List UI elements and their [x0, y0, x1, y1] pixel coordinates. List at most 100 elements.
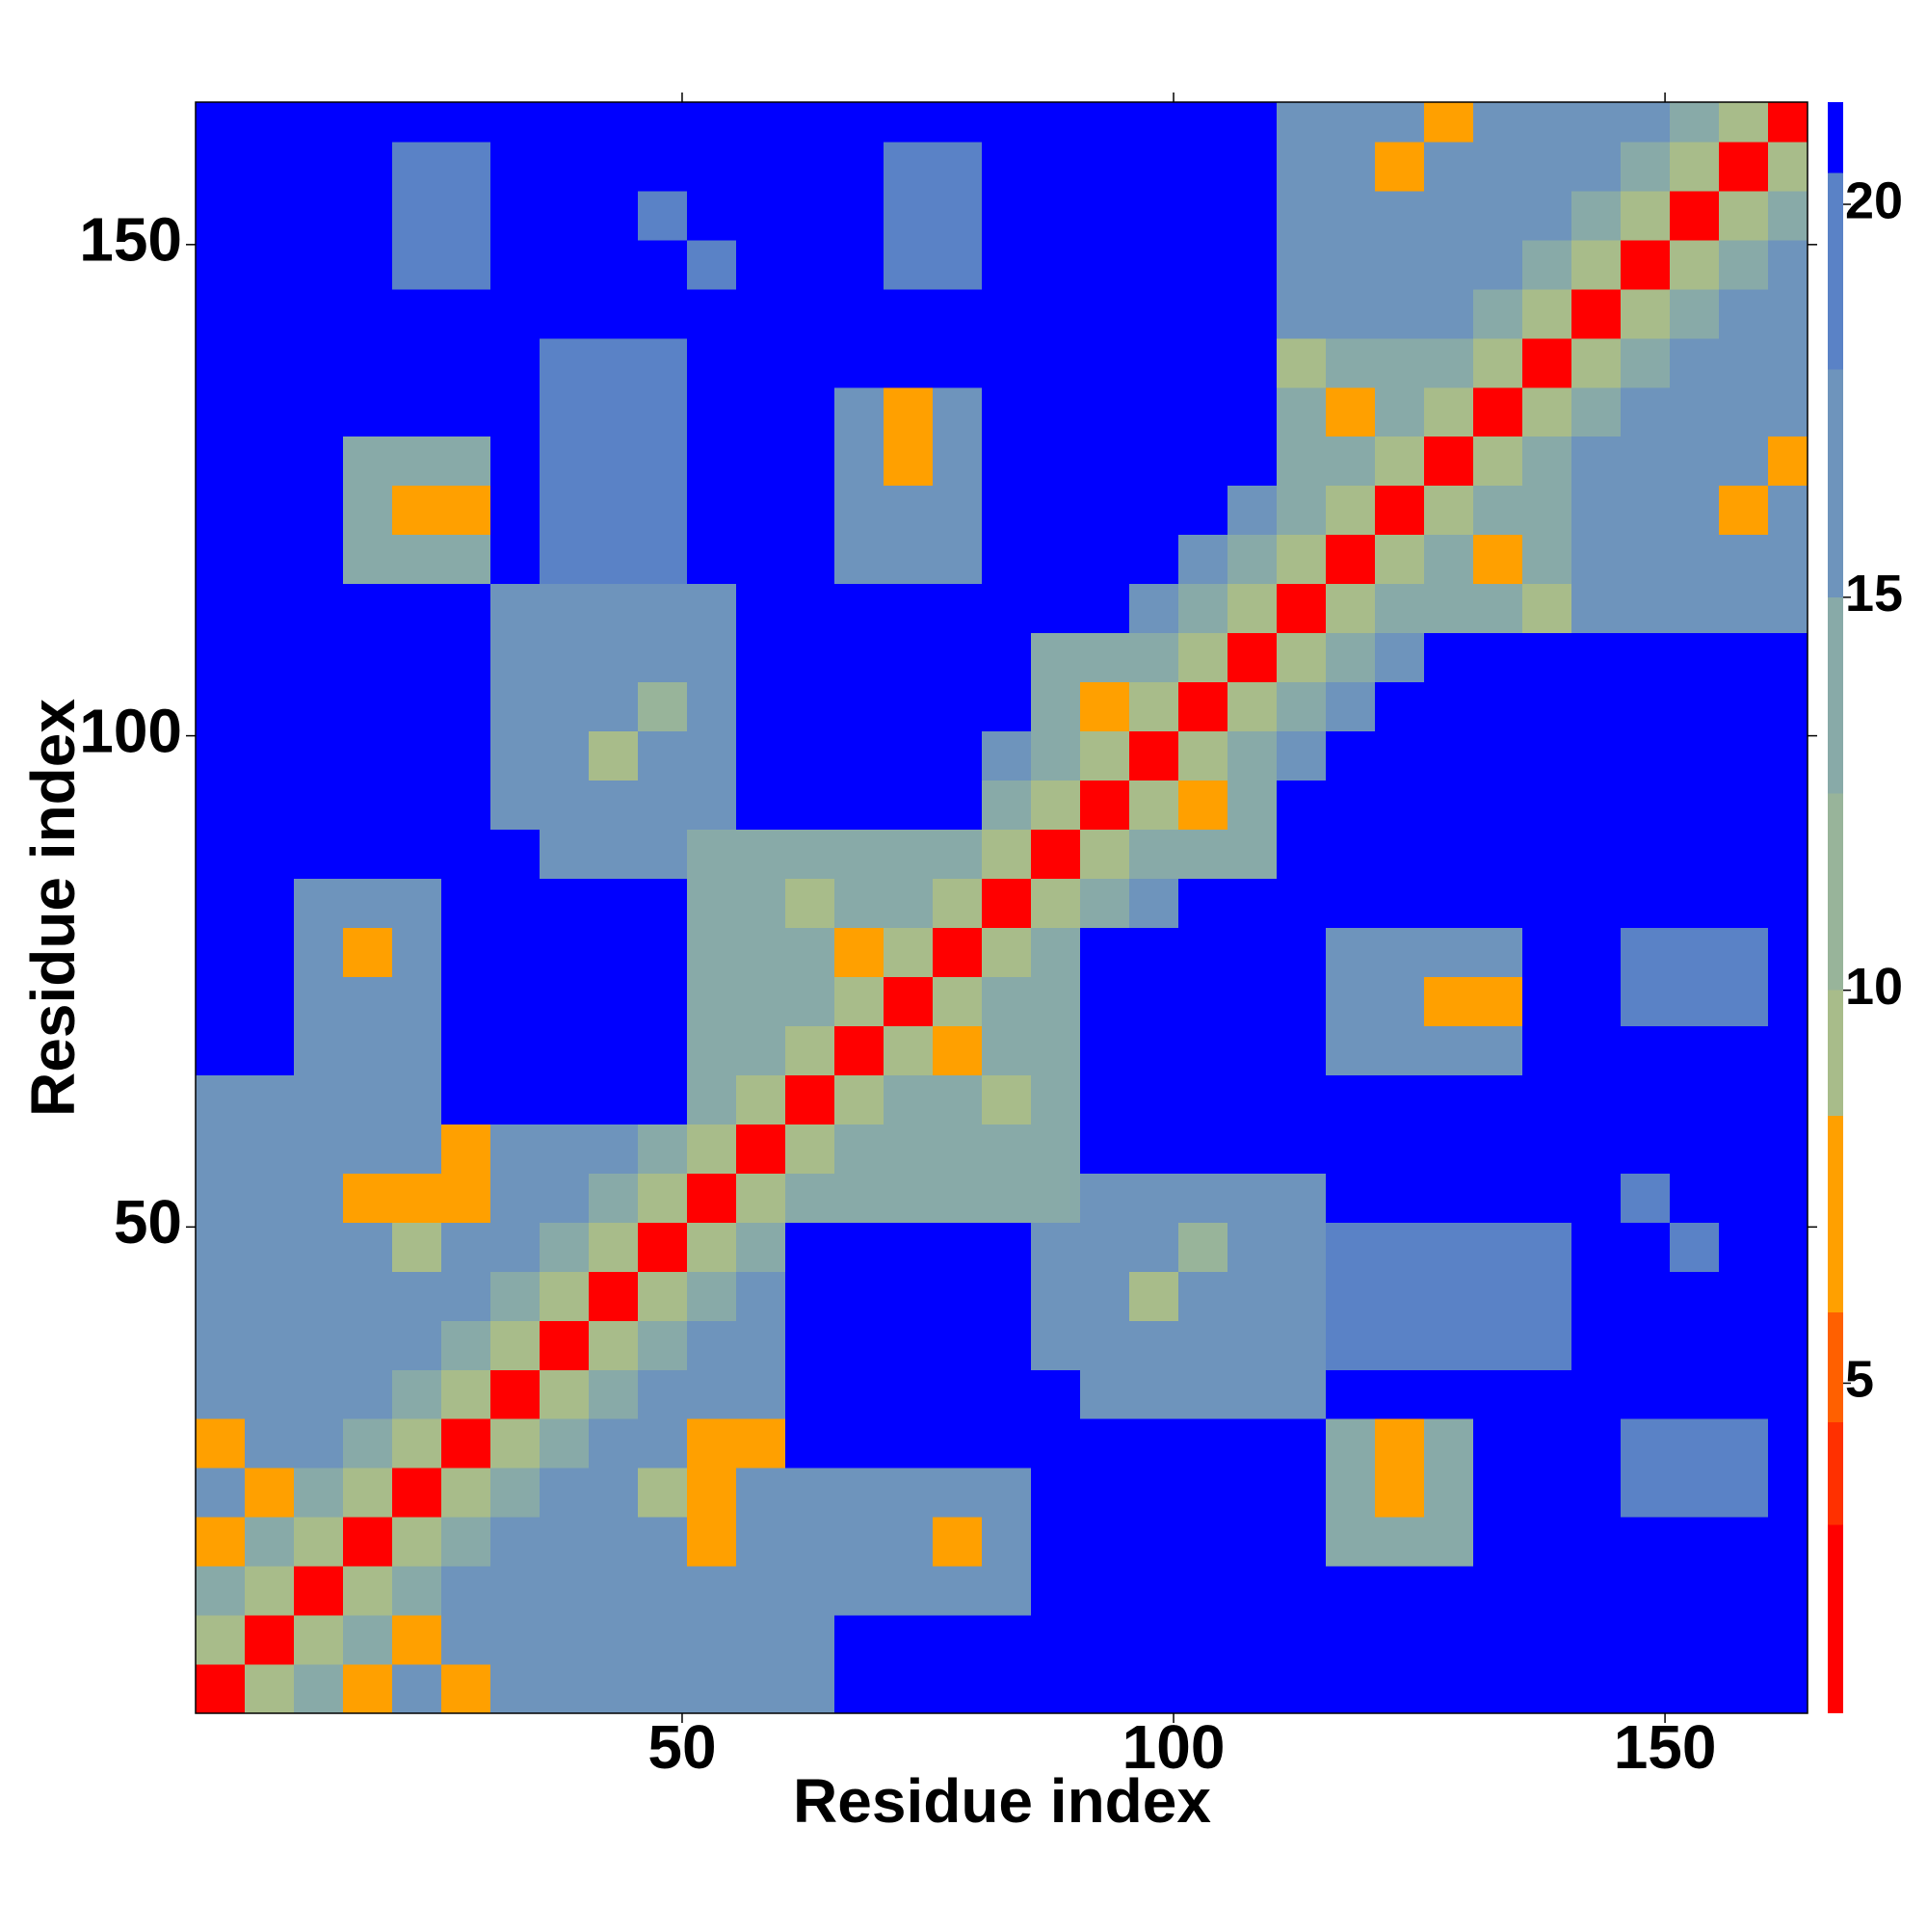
- heatmap-cell: [736, 976, 786, 1026]
- heatmap-cell: [982, 632, 1032, 683]
- heatmap-cell: [490, 534, 541, 585]
- heatmap-cell: [1277, 1222, 1327, 1272]
- heatmap-cell: [294, 1369, 344, 1419]
- heatmap-cell: [1031, 1271, 1081, 1321]
- heatmap-cell: [1178, 190, 1228, 241]
- heatmap-cell: [1473, 102, 1523, 143]
- heatmap-cell: [687, 1124, 737, 1174]
- heatmap-cell: [1129, 1173, 1179, 1223]
- heatmap-cell: [1424, 1320, 1474, 1370]
- heatmap-cell: [982, 878, 1032, 928]
- heatmap-cell: [1326, 485, 1376, 536]
- heatmap-cell: [540, 1271, 590, 1321]
- heatmap-cell: [441, 1615, 491, 1665]
- heatmap-cell: [294, 1320, 344, 1370]
- heatmap-cell: [1031, 1517, 1081, 1567]
- heatmap-cell: [196, 632, 246, 683]
- heatmap-cell: [343, 1271, 393, 1321]
- heatmap-cell: [687, 1517, 737, 1567]
- heatmap-cell: [196, 386, 246, 437]
- heatmap-cell: [687, 1664, 737, 1713]
- heatmap-cell: [589, 386, 639, 437]
- heatmap-cell: [540, 829, 590, 880]
- heatmap-cell: [933, 1074, 983, 1125]
- heatmap-cell: [1621, 681, 1671, 732]
- heatmap-cell: [638, 1025, 688, 1075]
- heatmap-cell: [834, 1369, 884, 1419]
- heatmap-cell: [785, 239, 835, 290]
- heatmap-cell: [1326, 1025, 1376, 1075]
- heatmap-cell: [441, 534, 491, 585]
- heatmap-cell: [589, 1418, 639, 1469]
- heatmap-cell: [245, 141, 295, 192]
- heatmap-cell: [933, 730, 983, 781]
- heatmap-cell: [1031, 829, 1081, 880]
- heatmap-cell: [638, 436, 688, 487]
- heatmap-cell: [982, 1517, 1032, 1567]
- heatmap-cell: [294, 1566, 344, 1616]
- heatmap-cell: [834, 730, 884, 781]
- heatmap-cell: [884, 583, 934, 634]
- heatmap-cell: [1129, 102, 1179, 143]
- heatmap-cell: [1522, 1271, 1572, 1321]
- heatmap-cell: [1129, 1369, 1179, 1419]
- heatmap-cell: [245, 927, 295, 977]
- heatmap-cell: [1719, 681, 1769, 732]
- heatmap-cell: [1227, 583, 1278, 634]
- heatmap-cell: [392, 1418, 442, 1469]
- heatmap-cell: [1621, 190, 1671, 241]
- heatmap-cell: [933, 927, 983, 977]
- heatmap-cell: [1375, 1566, 1425, 1616]
- heatmap-cell: [490, 632, 541, 683]
- heatmap-cell: [1571, 1615, 1622, 1665]
- heatmap-cell: [1719, 337, 1769, 388]
- heatmap-cell: [294, 190, 344, 241]
- heatmap-cell: [1473, 1566, 1523, 1616]
- heatmap-cell: [1277, 1124, 1327, 1174]
- heatmap-cell: [1522, 927, 1572, 977]
- heatmap-cell: [294, 780, 344, 831]
- heatmap-cell: [1768, 288, 1808, 339]
- heatmap-cell: [1571, 730, 1622, 781]
- heatmap-cell: [1277, 1173, 1327, 1223]
- heatmap-cell: [441, 1468, 491, 1518]
- heatmap-cell: [540, 239, 590, 290]
- heatmap-cell: [1326, 1517, 1376, 1567]
- heatmap-cell: [1522, 102, 1572, 143]
- heatmap-cell: [1227, 534, 1278, 585]
- heatmap-cell: [392, 829, 442, 880]
- heatmap-cell: [834, 1418, 884, 1469]
- heatmap-cell: [982, 780, 1032, 831]
- heatmap-cell: [884, 141, 934, 192]
- heatmap-cell: [834, 1074, 884, 1125]
- heatmap-cell: [1326, 681, 1376, 732]
- heatmap-cell: [1768, 1615, 1808, 1665]
- heatmap-cell: [1473, 337, 1523, 388]
- heatmap-cell: [1080, 534, 1130, 585]
- heatmap-cell: [1178, 288, 1228, 339]
- heatmap-cell: [884, 1074, 934, 1125]
- heatmap-cell: [1129, 485, 1179, 536]
- heatmap-cell: [884, 1222, 934, 1272]
- heatmap-cell: [392, 436, 442, 487]
- heatmap-cell: [196, 102, 246, 143]
- heatmap-cell: [1031, 190, 1081, 241]
- heatmap-cell: [1031, 337, 1081, 388]
- heatmap-cell: [736, 829, 786, 880]
- heatmap-cell: [1719, 1173, 1769, 1223]
- heatmap-cell: [245, 780, 295, 831]
- heatmap-cell: [294, 337, 344, 388]
- heatmap-cell: [1277, 239, 1327, 290]
- heatmap-cell: [1621, 730, 1671, 781]
- heatmap-cell: [589, 1517, 639, 1567]
- heatmap-cell: [1719, 386, 1769, 437]
- heatmap-cell: [884, 1025, 934, 1075]
- heatmap-cell: [540, 1074, 590, 1125]
- heatmap-cell: [933, 1468, 983, 1518]
- heatmap-cell: [196, 1369, 246, 1419]
- heatmap-cell: [1473, 1320, 1523, 1370]
- heatmap-cell: [392, 1173, 442, 1223]
- heatmap-cell: [1080, 337, 1130, 388]
- heatmap-cell: [490, 1369, 541, 1419]
- heatmap-cell: [1375, 878, 1425, 928]
